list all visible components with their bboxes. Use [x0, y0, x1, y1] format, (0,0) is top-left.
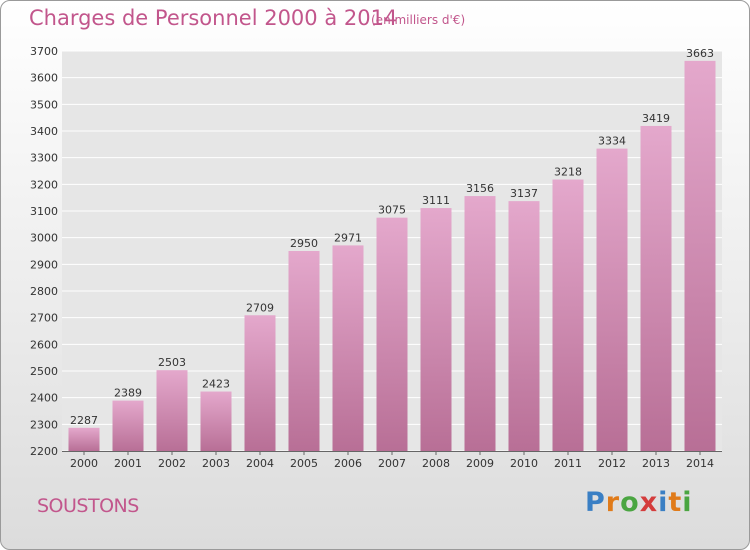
data-label: 3419: [642, 112, 670, 125]
y-tick-label: 3600: [30, 72, 58, 85]
commune-name: SOUSTONS: [37, 495, 139, 517]
data-label: 3663: [686, 47, 714, 60]
data-label: 3137: [510, 187, 538, 200]
bar: [684, 60, 716, 451]
logo-letter: P: [585, 487, 606, 518]
bar: [376, 217, 408, 451]
x-tick-label: 2002: [158, 457, 186, 470]
y-tick-label: 2600: [30, 338, 58, 351]
x-tick-label: 2006: [334, 457, 362, 470]
bar: [508, 201, 540, 451]
y-tick-label: 3400: [30, 125, 58, 138]
y-tick-label: 3100: [30, 205, 58, 218]
bar: [552, 179, 584, 452]
bar: [640, 125, 672, 451]
data-label: 2423: [202, 378, 230, 391]
x-tick-label: 2008: [422, 457, 450, 470]
x-tick-label: 2000: [70, 457, 98, 470]
bar: [288, 251, 320, 451]
logo-letter: o: [620, 487, 640, 518]
data-label: 3075: [378, 204, 406, 217]
bar: [68, 427, 100, 451]
bar: [464, 196, 496, 451]
chart-subtitle: (en milliers d'€): [371, 13, 466, 27]
logo-letter: x: [639, 487, 659, 518]
bar: [112, 400, 144, 451]
bar: [244, 315, 276, 451]
x-tick-label: 2004: [246, 457, 274, 470]
bar: [200, 391, 232, 451]
y-tick-label: 3500: [30, 98, 58, 111]
data-label: 3334: [598, 135, 626, 148]
x-tick-label: 2005: [290, 457, 318, 470]
y-tick-label: 3200: [30, 178, 58, 191]
x-tick-label: 2010: [510, 457, 538, 470]
y-tick-label: 2500: [30, 365, 58, 378]
y-tick-label: 3300: [30, 152, 58, 165]
data-label: 2971: [334, 231, 362, 244]
y-tick-label: 2900: [30, 258, 58, 271]
logo-letter: i: [658, 487, 669, 518]
y-tick-label: 2700: [30, 312, 58, 325]
data-label: 2950: [290, 237, 318, 250]
bar: [420, 208, 452, 451]
data-label: 2709: [246, 301, 274, 314]
y-tick-label: 2200: [30, 445, 58, 458]
data-label: 3218: [554, 166, 582, 179]
data-label: 2503: [158, 356, 186, 369]
logo-letter: t: [668, 487, 683, 518]
x-tick-label: 2012: [598, 457, 626, 470]
chart-title: Charges de Personnel 2000 à 2014: [29, 6, 398, 30]
proxiti-logo: Proxiti: [585, 487, 693, 518]
y-tick-label: 3700: [30, 45, 58, 58]
y-tick-label: 2300: [30, 418, 58, 431]
x-tick-label: 2011: [554, 457, 582, 470]
data-label: 2287: [70, 414, 98, 427]
bar: [332, 245, 364, 451]
logo-letter: r: [605, 487, 621, 518]
data-label: 2389: [114, 387, 142, 400]
bar: [156, 370, 188, 451]
bar: [596, 148, 628, 451]
x-tick-label: 2013: [642, 457, 670, 470]
x-tick-label: 2001: [114, 457, 142, 470]
y-tick-label: 2800: [30, 285, 58, 298]
x-tick-label: 2007: [378, 457, 406, 470]
x-tick-label: 2003: [202, 457, 230, 470]
data-label: 3156: [466, 182, 494, 195]
y-tick-label: 3000: [30, 232, 58, 245]
x-tick-label: 2009: [466, 457, 494, 470]
y-tick-label: 2400: [30, 392, 58, 405]
x-tick-label: 2014: [686, 457, 714, 470]
data-label: 3111: [422, 194, 450, 207]
logo-letter: i: [682, 487, 693, 518]
